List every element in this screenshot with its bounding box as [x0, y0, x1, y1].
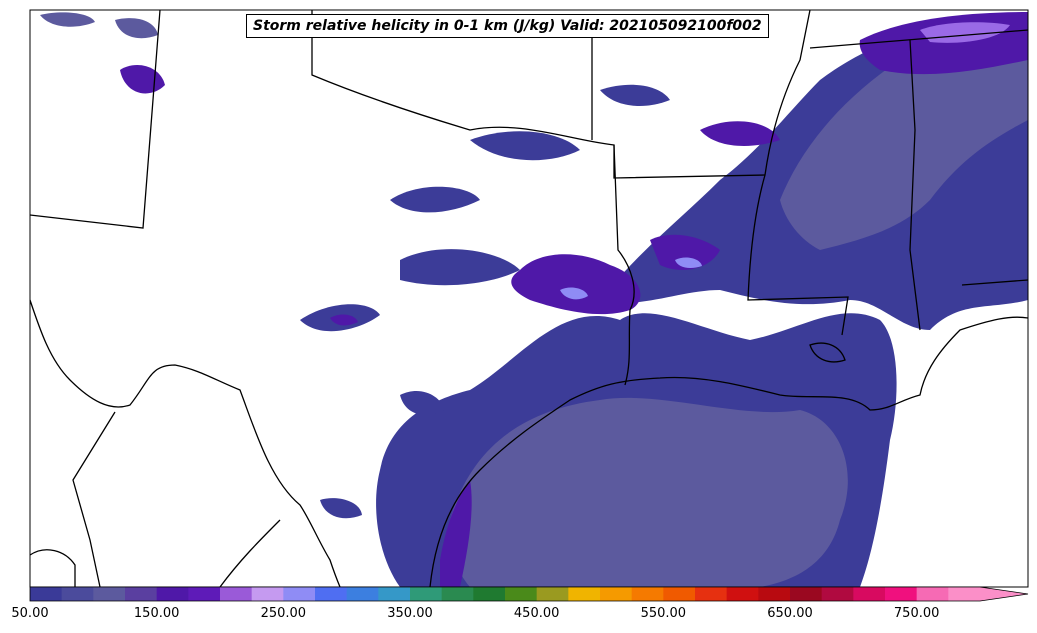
colorbar-tick-label: 350.00 — [387, 606, 433, 621]
colorbar-segment — [790, 587, 823, 601]
colorbar-segment — [156, 587, 189, 601]
colorbar-tick-label: 650.00 — [767, 606, 813, 621]
colorbar-segment — [536, 587, 569, 601]
colorbar-tick-label: 750.00 — [893, 606, 940, 621]
colorbar-segment — [346, 587, 379, 601]
colorbar-segment — [663, 587, 696, 601]
colorbar-segment — [30, 587, 63, 601]
colorbar-segment — [853, 587, 886, 601]
colorbar-segment — [93, 587, 126, 601]
colorbar-outline — [29, 586, 1029, 602]
colorbar-segment — [695, 587, 728, 601]
colorbar-segment — [220, 587, 253, 601]
colorbar-tick-label: 250.00 — [260, 606, 307, 621]
colorbar-segment — [948, 587, 981, 601]
colorbar-tick-label: 150.00 — [133, 606, 180, 621]
colorbar-segment — [916, 587, 949, 601]
colorbar-segment — [726, 587, 759, 601]
colorbar-extend-arrow — [980, 587, 1028, 601]
colorbar-segment — [568, 587, 601, 601]
colorbar-segment — [821, 587, 854, 601]
colorbar-segment — [283, 587, 316, 601]
colorbar-segment — [61, 587, 94, 601]
colorbar-segment — [473, 587, 506, 601]
colorbar-segment — [885, 587, 918, 601]
colorbar-segment — [631, 587, 664, 601]
colorbar-tick-label: 50.00 — [11, 606, 49, 621]
colorbar-segment — [410, 587, 443, 601]
colorbar-segment — [188, 587, 221, 601]
colorbar-segment — [125, 587, 158, 601]
colorbar-segment — [251, 587, 284, 601]
colorbar-segment — [505, 587, 538, 601]
colorbar-segment — [441, 587, 474, 601]
helicity-field — [40, 12, 1028, 587]
colorbar-tick-label: 550.00 — [640, 606, 687, 621]
colorbar-tick-label: 450.00 — [513, 606, 560, 621]
colorbar — [29, 586, 1029, 602]
geographic-boundaries — [29, 9, 1029, 588]
colorbar-segment — [378, 587, 411, 601]
map-title: Storm relative helicity in 0-1 km (J/kg)… — [246, 14, 769, 38]
colorbar-segment — [315, 587, 348, 601]
colorbar-segment — [600, 587, 633, 601]
colorbar-segment — [758, 587, 791, 601]
